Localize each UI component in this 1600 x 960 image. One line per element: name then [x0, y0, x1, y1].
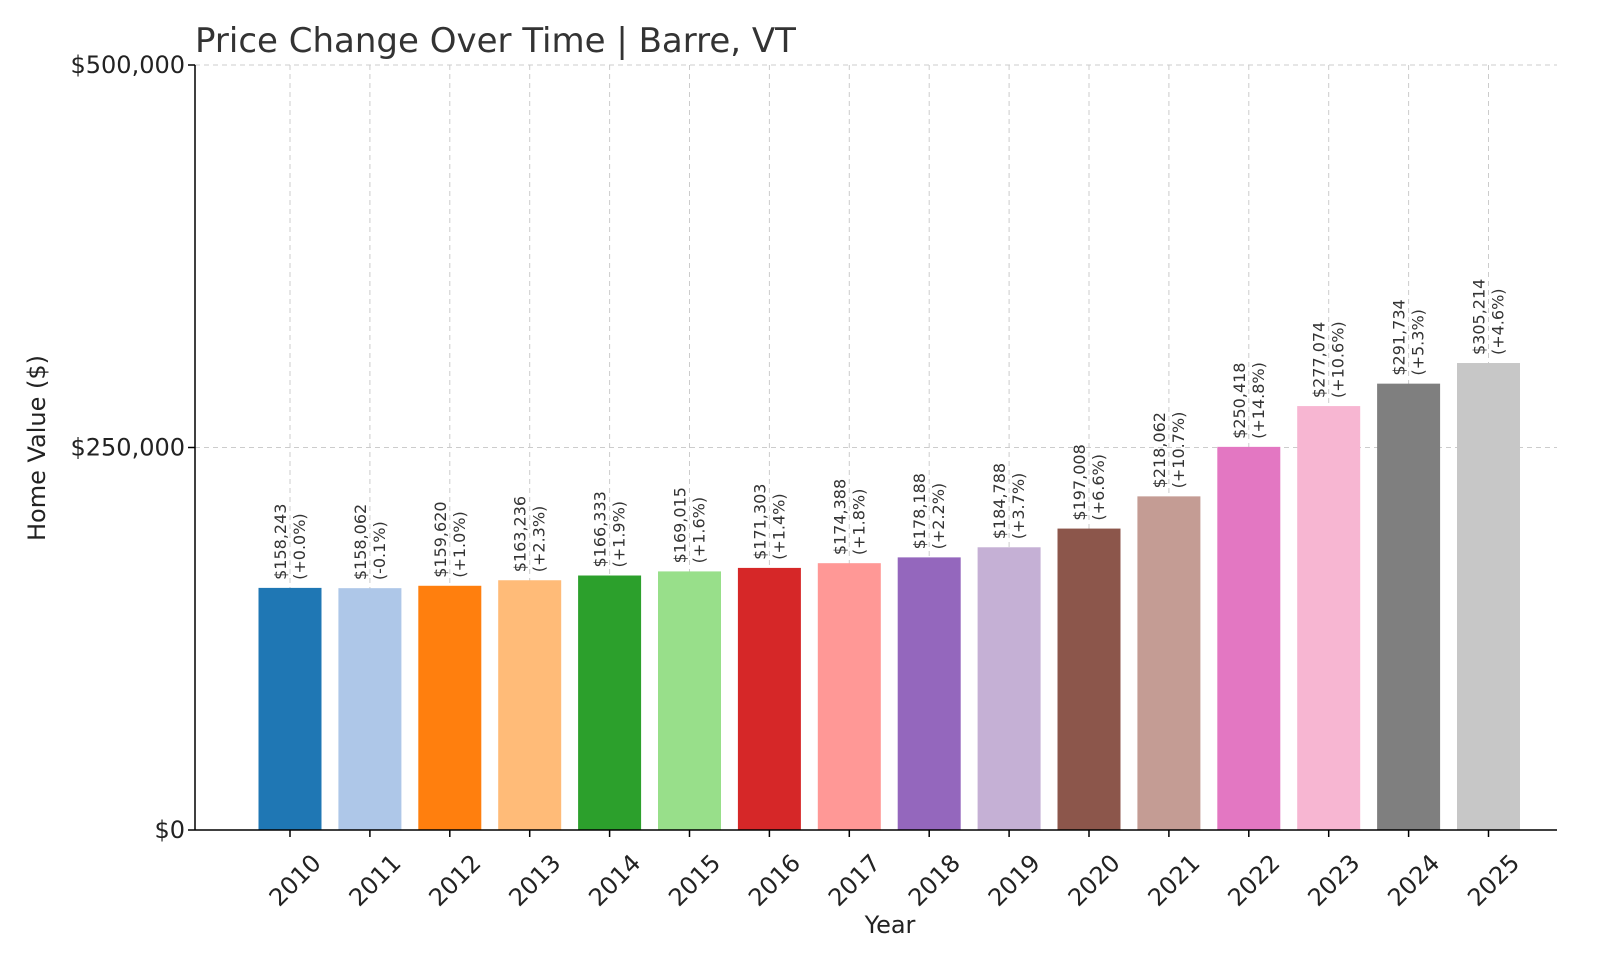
- data-label-2023: $277,074 (+10.6%): [1310, 321, 1348, 398]
- bar-2014: [578, 575, 642, 830]
- change-label: (+2.2%): [929, 483, 948, 550]
- x-tick-label: 2013: [503, 849, 566, 912]
- change-label: (+5.3%): [1409, 309, 1428, 376]
- y-ticks: $0 $250,000 $500,000: [70, 51, 195, 844]
- x-tick-label: 2011: [344, 849, 407, 912]
- x-axis-label: Year: [864, 911, 916, 939]
- bar-2024: [1377, 383, 1441, 830]
- x-tick-label: 2024: [1382, 849, 1445, 912]
- value-label: $163,236: [511, 496, 530, 572]
- data-label-2019: $184,788 (+3.7%): [990, 463, 1028, 539]
- change-label: (+1.4%): [769, 493, 788, 560]
- data-label-2024: $291,734 (+5.3%): [1390, 299, 1428, 375]
- change-label: (+10.6%): [1329, 321, 1348, 398]
- change-label: (+1.6%): [690, 497, 709, 564]
- x-tick-label: 2015: [663, 849, 726, 912]
- bar-2018: [897, 557, 961, 830]
- bar-2010: [258, 587, 322, 830]
- value-label: $250,418: [1230, 363, 1249, 439]
- data-label-2015: $169,015 (+1.6%): [671, 487, 709, 563]
- x-tick-label: 2012: [423, 849, 486, 912]
- x-ticks: 2010 2011 2012 2013 2014 2015 2016 2017 2018 2019…: [264, 830, 1525, 912]
- data-label-2021: $218,062 (+10.7%): [1150, 412, 1188, 489]
- value-label: $197,008: [1070, 444, 1089, 520]
- value-label: $169,015: [671, 487, 690, 563]
- data-label-2018: $178,188 (+2.2%): [910, 473, 948, 549]
- change-label: (+1.0%): [450, 511, 469, 578]
- x-tick-label: 2018: [903, 849, 966, 912]
- y-axis-label: Home Value ($): [23, 355, 51, 541]
- value-label: $218,062: [1150, 412, 1169, 488]
- change-label: (+0.0%): [290, 513, 309, 580]
- x-tick-label: 2014: [583, 849, 646, 912]
- change-label: (+1.9%): [610, 501, 629, 568]
- value-label: $174,388: [830, 479, 849, 555]
- bar-2013: [498, 580, 562, 830]
- data-label-2011: $158,062 (-0.1%): [351, 504, 389, 580]
- value-label: $159,620: [431, 501, 450, 577]
- y-tick-label: $250,000: [70, 434, 185, 462]
- change-label: (+6.6%): [1089, 454, 1108, 521]
- x-tick-label: 2023: [1302, 849, 1365, 912]
- y-tick-label: $0: [154, 816, 185, 844]
- data-label-2014: $166,333 (+1.9%): [591, 491, 629, 567]
- data-label-2012: $159,620 (+1.0%): [431, 501, 469, 577]
- chart-title: Price Change Over Time | Barre, VT: [195, 21, 796, 61]
- x-tick-label: 2019: [983, 849, 1046, 912]
- x-tick-label: 2025: [1462, 849, 1525, 912]
- value-label: $158,243: [271, 504, 290, 580]
- change-label: (+4.6%): [1489, 288, 1508, 355]
- value-label: $277,074: [1310, 322, 1329, 398]
- value-label: $184,788: [990, 463, 1009, 539]
- change-label: (+3.7%): [1009, 473, 1028, 540]
- x-tick-label: 2017: [823, 849, 886, 912]
- bar-2021: [1137, 496, 1201, 830]
- data-label-2013: $163,236 (+2.3%): [511, 496, 549, 572]
- x-tick-label: 2010: [264, 849, 327, 912]
- value-label: $291,734: [1390, 299, 1409, 375]
- value-label: $178,188: [910, 473, 929, 549]
- bar-2022: [1217, 446, 1281, 830]
- change-label: (+10.7%): [1169, 412, 1188, 489]
- data-label-2020: $197,008 (+6.6%): [1070, 444, 1108, 520]
- change-label: (+14.8%): [1249, 362, 1268, 439]
- bars-layer: [258, 363, 1520, 830]
- change-label: (-0.1%): [370, 521, 389, 580]
- bar-2017: [817, 563, 881, 830]
- value-label: $166,333: [591, 491, 610, 567]
- bar-2011: [338, 588, 402, 830]
- x-tick-label: 2016: [743, 849, 806, 912]
- bar-2016: [737, 567, 801, 830]
- bar-2015: [658, 571, 721, 830]
- value-label: $158,062: [351, 504, 370, 580]
- data-labels-layer: $158,243 (+0.0%) $158,062 (-0.1%) $159,620 (+…: [271, 279, 1508, 580]
- bar-2025: [1457, 363, 1520, 830]
- data-label-2022: $250,418 (+14.8%): [1230, 362, 1268, 439]
- change-label: (+2.3%): [530, 506, 549, 573]
- bar-2012: [418, 585, 482, 830]
- x-tick-label: 2020: [1063, 849, 1126, 912]
- x-tick-label: 2022: [1222, 849, 1285, 912]
- value-label: $171,303: [750, 484, 769, 560]
- data-label-2016: $171,303 (+1.4%): [750, 484, 788, 560]
- y-tick-label: $500,000: [70, 51, 185, 79]
- bar-2020: [1057, 528, 1121, 830]
- data-label-2025: $305,214 (+4.6%): [1470, 279, 1508, 355]
- change-label: (+1.8%): [849, 489, 868, 556]
- value-label: $305,214: [1470, 279, 1489, 355]
- x-tick-label: 2021: [1143, 849, 1206, 912]
- bar-2019: [977, 547, 1041, 830]
- data-label-2017: $174,388 (+1.8%): [830, 479, 868, 555]
- bar-2023: [1297, 406, 1361, 830]
- data-label-2010: $158,243 (+0.0%): [271, 504, 309, 580]
